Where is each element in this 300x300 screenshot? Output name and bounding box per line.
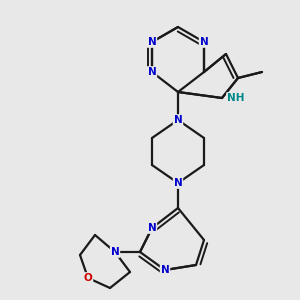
Text: N: N xyxy=(148,67,156,77)
Text: NH: NH xyxy=(227,93,244,103)
Text: N: N xyxy=(200,37,208,47)
Text: N: N xyxy=(174,178,182,188)
Text: N: N xyxy=(111,247,119,257)
Text: N: N xyxy=(148,37,156,47)
Text: O: O xyxy=(84,273,92,283)
Text: N: N xyxy=(148,223,156,233)
Text: N: N xyxy=(174,115,182,125)
Text: N: N xyxy=(160,265,169,275)
